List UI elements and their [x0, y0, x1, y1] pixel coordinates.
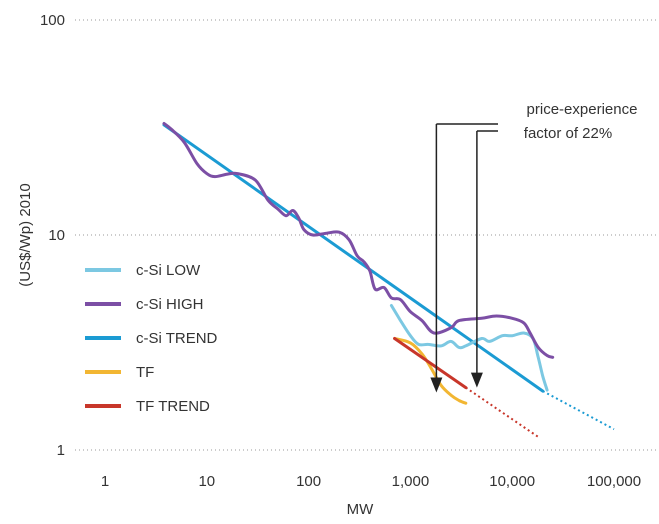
legend-label: TF: [136, 364, 154, 381]
series-line-tf-trend: [393, 337, 468, 390]
y-tick-label: 100: [40, 12, 65, 29]
series-line-c-si-high: [162, 122, 555, 359]
x-tick-labels: 1 10 100 1,000 10,000 100,000: [101, 473, 641, 490]
series-layer: [162, 122, 615, 438]
annotation-layer: price-experience factor of 22%: [430, 101, 637, 393]
annotation-label-line2: factor of 22%: [524, 125, 612, 142]
x-tick-label: 10,000: [489, 473, 535, 490]
legend-label: c-Si HIGH: [136, 296, 204, 313]
series-extrapolation-c-si-trend: [542, 390, 615, 431]
legend: c-Si LOW c-Si HIGH c-Si TREND TF TF TREND: [85, 262, 218, 415]
legend-label: TF TREND: [136, 398, 210, 415]
y-tick-label: 1: [57, 442, 65, 459]
annotation-arrow-head: [430, 377, 443, 393]
annotation-arrow-head: [470, 372, 483, 388]
x-tick-label: 100: [296, 473, 321, 490]
series-line-c-si-trend: [162, 123, 545, 393]
legend-label: c-Si TREND: [136, 330, 218, 347]
y-axis-label: (US$/Wp) 2010: [17, 183, 34, 286]
x-tick-label: 1: [101, 473, 109, 490]
legend-label: c-Si LOW: [136, 262, 201, 279]
series-extrapolation-tf-trend: [465, 386, 539, 438]
annotation-label-line1: price-experience: [527, 101, 638, 118]
x-axis-label: MW: [347, 501, 374, 518]
series-line-tf: [393, 337, 468, 405]
y-tick-labels: 1 10 100: [40, 12, 65, 459]
x-tick-label: 100,000: [587, 473, 641, 490]
grid-layer: [75, 19, 659, 451]
x-tick-label: 1,000: [392, 473, 430, 490]
y-tick-label: 10: [48, 227, 65, 244]
x-tick-label: 10: [198, 473, 215, 490]
